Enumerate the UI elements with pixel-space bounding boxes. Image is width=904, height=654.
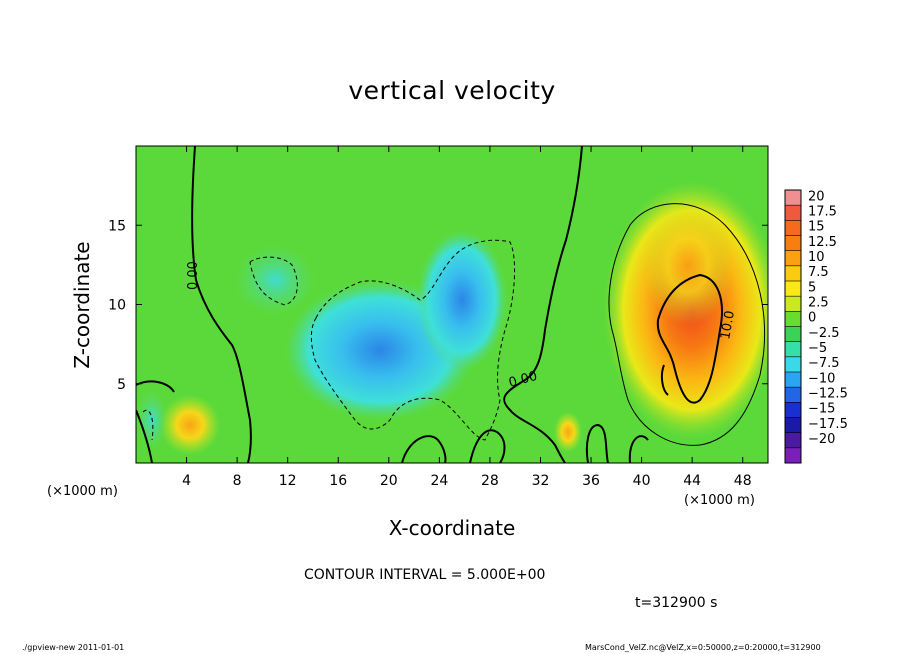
updraft-region-west	[160, 395, 220, 455]
x-axis-label: X-coordinate	[388, 516, 516, 540]
colorbar-swatch	[785, 311, 801, 327]
x-tick-label: 20	[380, 473, 398, 489]
colorbar-swatch	[785, 265, 801, 282]
x-multiplier-label-left: (×1000 m)	[47, 484, 118, 499]
x-tick-label: 12	[279, 473, 297, 489]
colorbar-label: 10	[808, 250, 825, 265]
colorbar-label: 5	[808, 280, 816, 295]
contour-label-ten: 10.0	[718, 310, 738, 341]
colorbar-swatch	[785, 341, 801, 358]
colorbar-label: 0	[808, 311, 816, 326]
five-contour-east	[608, 203, 765, 446]
colorbar-label: 17.5	[808, 204, 837, 219]
ten-contour-east	[656, 273, 723, 404]
colorbar-swatch	[785, 190, 801, 206]
colorbar-label: −10	[808, 371, 835, 386]
x-tick-label: 16	[329, 473, 347, 489]
x-tick-label: 24	[430, 473, 448, 489]
colorbar-label: 12.5	[808, 235, 837, 250]
colorbar-swatch	[785, 387, 801, 403]
colorbar-label: 7.5	[808, 265, 829, 280]
colorbar-swatch	[785, 447, 801, 464]
chart-title: vertical velocity	[348, 76, 556, 105]
negative-five-contour-small	[249, 256, 298, 306]
x-tick-label: 32	[532, 473, 550, 489]
colorbar-label: 2.5	[808, 295, 829, 310]
negative-five-contour	[310, 239, 516, 441]
x-tick-label: 4	[182, 473, 191, 489]
x-axis: 4 8 12 16 20 24 28 32 36 40 44 48	[182, 146, 752, 489]
contour-lines	[136, 146, 765, 463]
y-tick-label: 5	[117, 377, 126, 393]
downdraft-region-upper	[417, 230, 507, 370]
colorbar-label: −17.5	[808, 417, 848, 432]
updraft-region-center	[554, 412, 582, 452]
colorbar-label: −5	[808, 341, 827, 356]
colorbar-label: −7.5	[808, 356, 840, 371]
x-tick-label: 28	[481, 473, 499, 489]
x-tick-label: 44	[683, 473, 701, 489]
time-stamp: t=312900 s	[635, 595, 718, 611]
x-tick-label: 40	[633, 473, 651, 489]
zero-contour-east	[503, 146, 583, 463]
x-tick-label: 8	[233, 473, 242, 489]
ten-contour-small	[660, 364, 669, 396]
colorbar-swatch	[785, 296, 801, 312]
colorbar: 2017.51512.5107.552.50−2.5−5−7.5−10−12.5…	[784, 189, 848, 464]
x-tick-label: 48	[734, 473, 752, 489]
colorbar-label: −12.5	[808, 386, 848, 401]
zero-contour-base	[401, 429, 506, 463]
downdraft-region-weak	[235, 245, 315, 315]
x-tick-label: 36	[582, 473, 600, 489]
colorbar-label: −20	[808, 432, 835, 447]
colorbar-label: 20	[808, 189, 825, 204]
colorbar-label: 15	[808, 220, 825, 235]
x-multiplier-label-right: (×1000 m)	[684, 493, 755, 508]
y-tick-label: 15	[108, 218, 126, 234]
colorbar-swatch	[785, 250, 801, 267]
y-axis: 5 10 15	[108, 218, 768, 393]
y-tick-label: 10	[108, 298, 126, 314]
colorbar-swatch	[785, 356, 801, 373]
contour-label-zero-west: 0.00	[186, 261, 201, 290]
contour-interval-text: CONTOUR INTERVAL = 5.000E+00	[304, 567, 546, 583]
colorbar-swatch	[785, 372, 801, 388]
colorbar-swatch	[785, 235, 801, 252]
footer-program-date: ./gpview-new 2011-01-01	[22, 643, 125, 652]
updraft-region-east-upper	[643, 205, 733, 325]
footer-data-source: MarsCond_VelZ.nc@VelZ,x=0:50000,z=0:2000…	[585, 643, 821, 652]
colorbar-swatch	[785, 220, 801, 236]
negative-five-contour-edge	[142, 409, 154, 441]
colorbar-swatch	[785, 281, 801, 297]
contour-label-zero-east: 0.00	[507, 369, 539, 391]
colorbar-swatch	[785, 326, 801, 343]
colorbar-swatch	[785, 417, 801, 434]
zero-contour-west	[191, 146, 252, 463]
contour-labels: 0.00 0.00 10.0	[186, 261, 738, 391]
colorbar-swatch	[785, 402, 801, 418]
colorbar-swatch	[785, 432, 801, 449]
colorbar-label: −2.5	[808, 326, 840, 341]
zero-contour-base-east	[585, 423, 649, 463]
field-layer	[136, 146, 768, 463]
colorbar-swatch	[785, 205, 801, 221]
colorbar-label: −15	[808, 402, 835, 417]
